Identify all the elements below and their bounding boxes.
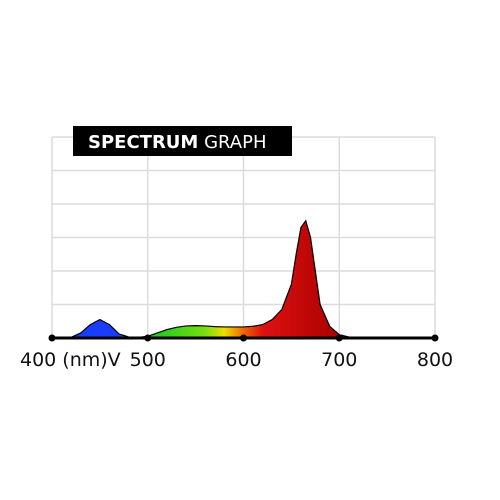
tick-dot (335, 334, 343, 342)
tick-dot (240, 334, 247, 342)
x-tick-label: 700 (321, 349, 357, 371)
x-tick-label: 400 (nm)V (20, 349, 121, 371)
spectrum-area (52, 219, 435, 339)
chart-title: SPECTRUM GRAPH (88, 132, 267, 153)
title-regular: GRAPH (204, 132, 266, 153)
title-box (73, 126, 292, 156)
tick-dot (144, 334, 152, 342)
tick-dot (48, 334, 56, 342)
x-tick-label: 500 (130, 349, 166, 371)
tick-dot (431, 334, 439, 342)
x-tick-label: 600 (225, 349, 261, 371)
x-tick-label: 800 (417, 349, 453, 371)
title-bold: SPECTRUM (88, 132, 198, 153)
